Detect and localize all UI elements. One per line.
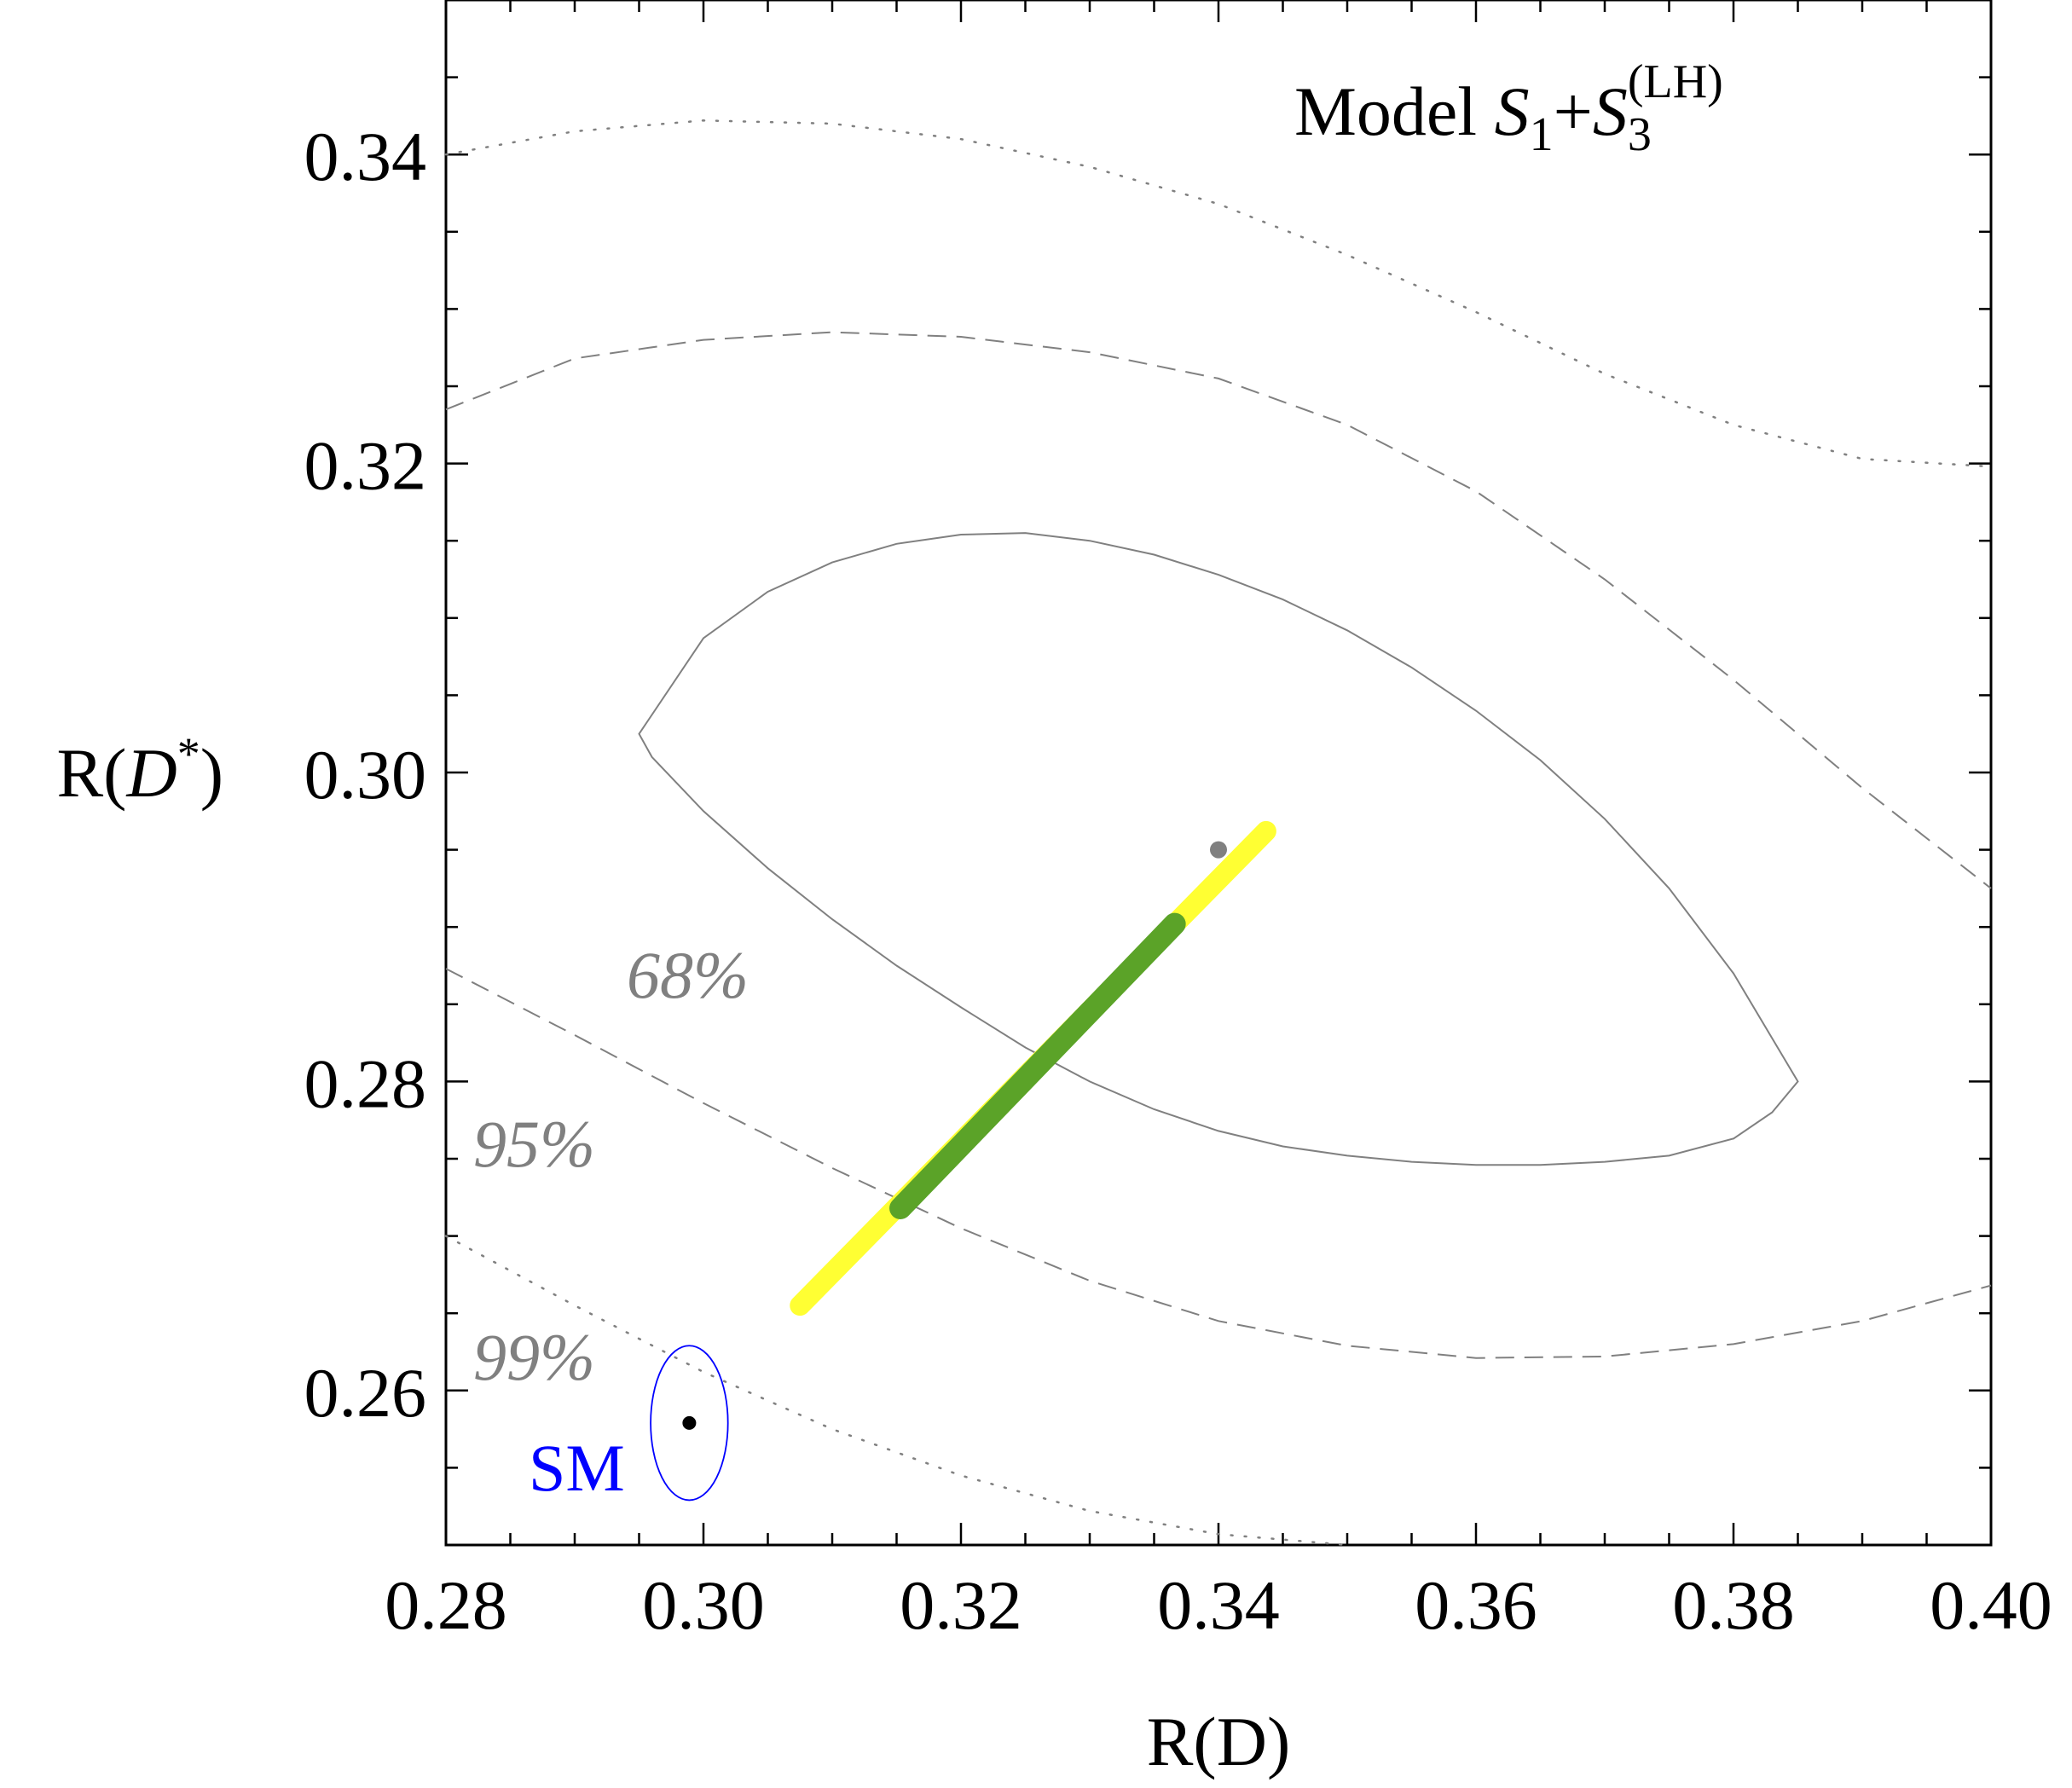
model-title-s1-sub: 1 (1530, 108, 1554, 161)
sm-ellipse (650, 1345, 729, 1502)
x-tick-label: 0.30 (642, 1566, 765, 1644)
cl-contours (444, 119, 1993, 1547)
contour-95-upper (445, 331, 1992, 889)
x-tick-label: 0.34 (1157, 1566, 1280, 1644)
green-band (889, 912, 1186, 1219)
x-tick-label: 0.38 (1672, 1566, 1795, 1644)
y-axis-title-var: D (125, 734, 177, 812)
y-tick-labels: 0.26 0.28 0.30 0.32 0.34 (304, 118, 427, 1432)
y-tick-label: 0.34 (304, 118, 427, 195)
model-band (790, 820, 1276, 1316)
y-tick-label: 0.26 (304, 1354, 427, 1432)
y-tick-label: 0.32 (304, 427, 427, 505)
axis-ticks (444, 0, 1993, 1547)
y-tick-label: 0.28 (304, 1044, 427, 1122)
sm-marker (650, 1345, 729, 1502)
y-axis-title-suffix: ) (200, 734, 223, 812)
x-tick-label: 0.40 (1930, 1566, 2052, 1644)
model-title-plus: + (1554, 72, 1593, 150)
model-title-s1: S (1495, 72, 1530, 150)
y-axis-title-sup: * (177, 728, 200, 779)
y-tick-label: 0.30 (304, 736, 427, 813)
sm-label: SM (529, 1431, 625, 1505)
x-tick-label: 0.32 (900, 1566, 1022, 1644)
cl-label-99: 99% (473, 1320, 595, 1394)
contour-68 (638, 532, 1799, 1166)
sm-point (682, 1415, 697, 1430)
model-title-prefix: Model (1294, 72, 1495, 150)
x-tick-labels: 0.28 0.30 0.32 0.34 0.36 0.38 0.40 (385, 1566, 2052, 1644)
best-fit-point (1210, 841, 1227, 859)
y-axis-title-prefix: R( (56, 734, 126, 812)
x-axis-title: R(D) (1147, 1703, 1291, 1780)
x-tick-label: 0.36 (1415, 1566, 1537, 1644)
contour-95-lower (445, 968, 1992, 1359)
cl-label-95: 95% (473, 1107, 595, 1181)
y-axis-title: R(D*) (56, 728, 223, 812)
model-title-s3: S (1593, 72, 1628, 150)
plot-frame (444, 0, 1993, 1547)
cl-label-68: 68% (627, 938, 749, 1012)
model-title: Model S1+S3(LH) (1294, 55, 1723, 161)
model-title-s3-sub: 3 (1628, 108, 1652, 161)
model-title-s3-sup: (LH) (1628, 55, 1723, 108)
contour-99-upper (444, 119, 1993, 468)
x-tick-label: 0.28 (385, 1566, 507, 1644)
